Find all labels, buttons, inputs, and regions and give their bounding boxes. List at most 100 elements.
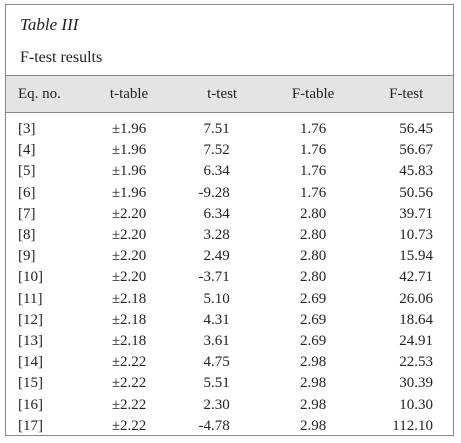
table-row: [17] ±2.22 -4.78 2.98 112.10 [6, 416, 453, 437]
table-cell: [4] [18, 142, 36, 159]
table-cell: 26.06 [399, 290, 433, 307]
table-cell: 4.75 [203, 354, 230, 371]
table-cell: ±2.20 [111, 205, 147, 222]
column-header: t-table [82, 75, 176, 113]
table-cell: 45.83 [399, 163, 433, 180]
table-cell: 2.49 [203, 248, 230, 265]
table-cell: ±2.18 [111, 332, 147, 349]
table-cell: [8] [18, 227, 36, 244]
table-cell: 2.98 [299, 417, 327, 434]
table-cell: [11] [18, 290, 43, 307]
table-cell: 10.73 [399, 227, 433, 244]
table-cell: 1.76 [299, 184, 327, 201]
table-cell: 2.80 [299, 227, 327, 244]
table-cell: ±1.96 [111, 184, 147, 201]
table-cell: -9.28 [198, 184, 230, 201]
table-body: [3] ±1.96 7.51 1.76 56.45 [4] ±1.96 7.52 1.76 56.… [6, 113, 453, 437]
table-title: Table III [20, 15, 79, 34]
table-row: [4] ±1.96 7.52 1.76 56.67 [6, 140, 453, 161]
table-subtitle: F-test results [20, 49, 103, 66]
table-cell: 2.80 [299, 205, 327, 222]
table-cell: ±2.22 [111, 375, 147, 392]
table-cell: [5] [18, 163, 36, 180]
table-cell: ±2.22 [111, 396, 147, 413]
table-header: Eq. no. t-table t-test F-table F-test [6, 75, 453, 113]
table-cell: [16] [18, 396, 43, 413]
table-cell: [3] [18, 121, 36, 138]
table-row: [5] ±1.96 6.34 1.76 45.83 [6, 161, 453, 182]
table-cell: 112.10 [392, 417, 433, 434]
table-cell: 10.30 [399, 396, 433, 413]
table-cell: [17] [18, 417, 43, 434]
table-cell: 30.39 [399, 375, 433, 392]
table-cell: 2.69 [299, 290, 327, 307]
table-cell: 56.67 [399, 142, 433, 159]
table-cell: [15] [18, 375, 43, 392]
table-cell: 6.34 [203, 205, 230, 222]
table-cell: ±2.22 [111, 354, 147, 371]
table-cell: 2.98 [299, 396, 327, 413]
table-cell: [6] [18, 184, 36, 201]
table-cell: ±1.96 [111, 163, 147, 180]
table-cell: [10] [18, 269, 43, 286]
table-cell: 2.80 [299, 248, 327, 265]
table-cell: 3.61 [203, 332, 230, 349]
table-cell: 18.64 [399, 311, 433, 328]
table-cell: ±1.96 [111, 121, 147, 138]
table-cell: [12] [18, 311, 43, 328]
column-header: F-table [267, 75, 359, 113]
table-row: [6] ±1.96 -9.28 1.76 50.56 [6, 183, 453, 204]
table-cell: ±2.18 [111, 290, 147, 307]
table-cell: 39.71 [399, 205, 433, 222]
table-cell: 22.53 [399, 354, 433, 371]
table-cell: ±1.96 [111, 142, 147, 159]
table-cell: 6.34 [203, 163, 230, 180]
table-cell: 7.52 [203, 142, 230, 159]
table-cell: ±2.22 [111, 417, 147, 434]
table-cell: 1.76 [299, 142, 327, 159]
table-row: [13] ±2.18 3.61 2.69 24.91 [6, 331, 453, 352]
header-row: Eq. no. t-table t-test F-table F-test [6, 75, 453, 113]
table-cell: [7] [18, 205, 36, 222]
table-cell: 50.56 [399, 184, 433, 201]
column-header: Eq. no. [6, 75, 83, 113]
table-cell: 1.76 [299, 121, 327, 138]
table-cell: 42.71 [399, 269, 433, 286]
table-cell: 2.69 [299, 311, 327, 328]
table-cell: 2.30 [203, 396, 230, 413]
table-cell: 2.69 [299, 332, 327, 349]
table-row: [10] ±2.20 -3.71 2.80 42.71 [6, 267, 453, 288]
table-cell: 2.80 [299, 269, 327, 286]
table-row: [3] ±1.96 7.51 1.76 56.45 [6, 113, 453, 141]
table-cell: 56.45 [399, 121, 433, 138]
table-cell: ±2.20 [111, 248, 147, 265]
table-cell: -3.71 [198, 269, 230, 286]
table-cell: [14] [18, 354, 43, 371]
table-cell: 7.51 [203, 121, 230, 138]
table-row: [9] ±2.20 2.49 2.80 15.94 [6, 246, 453, 267]
table-cell: 4.31 [203, 311, 230, 328]
table-cell: ±2.20 [111, 269, 147, 286]
table-row: [11] ±2.18 5.10 2.69 26.06 [6, 289, 453, 310]
table-row: [15] ±2.22 5.51 2.98 30.39 [6, 373, 453, 394]
table-cell: ±2.20 [111, 227, 147, 244]
table-cell: [13] [18, 332, 43, 349]
table-cell: 24.91 [399, 332, 433, 349]
table-cell: ±2.18 [111, 311, 147, 328]
table-cell: 1.76 [299, 163, 327, 180]
table-row: [14] ±2.22 4.75 2.98 22.53 [6, 352, 453, 373]
table-row: [7] ±2.20 6.34 2.80 39.71 [6, 204, 453, 225]
table-cell: 15.94 [399, 248, 433, 265]
column-header: t-test [175, 75, 268, 113]
table-cell: 2.98 [299, 375, 327, 392]
results-table: Eq. no. t-table t-test F-table F-test [3] ±1.… [6, 75, 453, 437]
table-cell: 3.28 [203, 227, 230, 244]
column-header: F-test [358, 75, 453, 113]
table-cell: 2.98 [299, 354, 327, 371]
table-row: [12] ±2.18 4.31 2.69 18.64 [6, 310, 453, 331]
table-cell: 5.10 [203, 290, 230, 307]
table-cell: 5.51 [203, 375, 230, 392]
table-frame: Table III F-test results Eq. no. t-table t… [5, 4, 454, 436]
table-cell: -4.78 [198, 417, 230, 434]
